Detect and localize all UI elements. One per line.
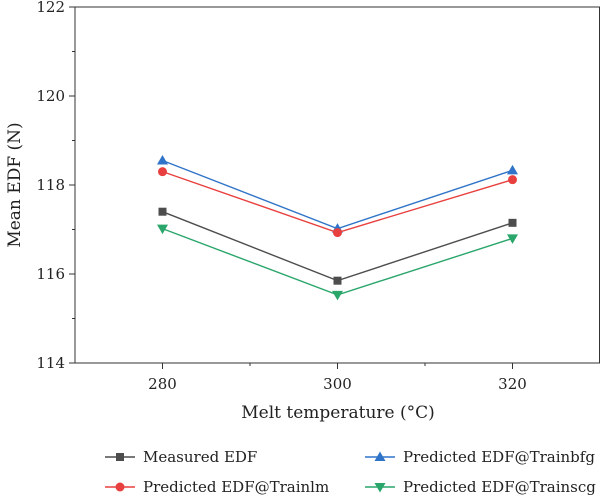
data-point bbox=[332, 290, 343, 301]
y-tick-label: 114 bbox=[36, 354, 65, 372]
legend-label: Predicted EDF@Trainbfg bbox=[403, 448, 595, 466]
y-tick-label: 120 bbox=[36, 87, 65, 105]
x-axis-title: Melt temperature (°C) bbox=[241, 403, 435, 423]
data-point bbox=[157, 155, 168, 165]
plot-frame bbox=[74, 6, 600, 364]
y-tick-label: 116 bbox=[36, 265, 65, 283]
legend-item: Predicted EDF@Trainbfg bbox=[365, 448, 595, 466]
data-point bbox=[508, 218, 517, 227]
legend-marker bbox=[374, 483, 386, 493]
legend-marker bbox=[115, 482, 125, 492]
data-point bbox=[508, 175, 517, 185]
legend-item: Measured EDF bbox=[105, 448, 257, 466]
data-point bbox=[507, 234, 518, 244]
series-line bbox=[162, 227, 513, 296]
x-tick-label: 280 bbox=[148, 375, 177, 393]
data-point bbox=[333, 228, 342, 238]
data-point bbox=[158, 207, 167, 216]
data-point bbox=[158, 167, 167, 177]
legend-item: Predicted EDF@Trainscg bbox=[365, 478, 596, 496]
data-point bbox=[157, 224, 168, 235]
legend-label: Predicted EDF@Trainscg bbox=[403, 478, 596, 496]
data-point bbox=[507, 164, 518, 175]
series-line bbox=[162, 211, 513, 282]
plot-area: 114 116 118 120 122 280 300 320 bbox=[36, 0, 600, 393]
legend: Measured EDF Predicted EDF@Trainbfg Predic… bbox=[105, 448, 596, 496]
x-tick-label: 300 bbox=[323, 375, 352, 393]
legend-label: Predicted EDF@Trainlm bbox=[143, 478, 329, 496]
series-layer bbox=[157, 155, 518, 301]
data-point bbox=[333, 276, 342, 285]
series-predicted-edf-trainscg bbox=[157, 224, 518, 301]
series-line bbox=[162, 159, 513, 230]
legend-item: Predicted EDF@Trainlm bbox=[105, 478, 329, 496]
y-tick-label: 118 bbox=[36, 176, 65, 194]
x-tick-label: 320 bbox=[498, 375, 527, 393]
legend-label: Measured EDF bbox=[143, 448, 257, 466]
legend-marker bbox=[116, 453, 124, 461]
series-measured-edf bbox=[158, 207, 517, 285]
y-tick-label: 122 bbox=[36, 0, 65, 16]
legend-marker bbox=[374, 451, 386, 461]
series-predicted-edf-trainlm bbox=[158, 167, 517, 238]
y-axis-title: Mean EDF (N) bbox=[5, 122, 25, 247]
